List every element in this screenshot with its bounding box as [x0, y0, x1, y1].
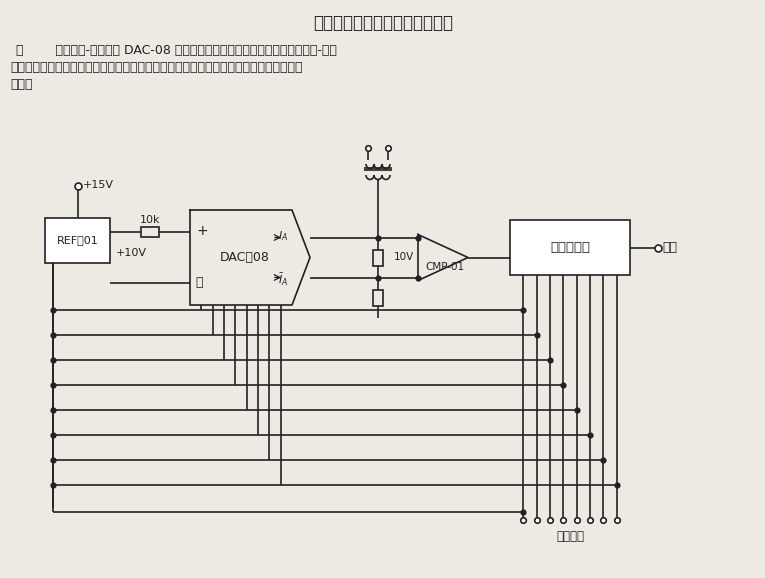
- Text: $\bar{I}_A$: $\bar{I}_A$: [278, 272, 288, 287]
- Text: 出来。: 出来。: [10, 78, 32, 91]
- Text: 换器，但这里输入的是交流电压，可检测和发现电网电压脱落或降落，并用输出数字显示: 换器，但这里输入的是交流电压，可检测和发现电网电压脱落或降落，并用输出数字显示: [10, 61, 302, 74]
- Text: 10V: 10V: [394, 253, 414, 262]
- Text: 图        电路中数-模转换器 DAC-08 输出端接直流输入电压则构成一个典型的模-数转: 图 电路中数-模转换器 DAC-08 输出端接直流输入电压则构成一个典型的模-数…: [16, 44, 337, 57]
- Text: 数字输出: 数字输出: [556, 530, 584, 543]
- Text: +15V: +15V: [83, 180, 113, 190]
- Text: +: +: [197, 224, 209, 238]
- Bar: [373, 250, 383, 265]
- Bar: [141, 227, 159, 237]
- Text: 10k: 10k: [140, 215, 160, 225]
- Text: 能发现电网电压故障的指示电路: 能发现电网电压故障的指示电路: [313, 14, 453, 32]
- Text: +10V: +10V: [116, 247, 147, 258]
- Text: CMP-01: CMP-01: [425, 262, 464, 272]
- Text: $I_A$: $I_A$: [278, 229, 288, 243]
- Text: DAC－08: DAC－08: [220, 251, 270, 264]
- Text: REF－01: REF－01: [57, 235, 99, 246]
- Bar: [373, 290, 383, 306]
- Text: －: －: [195, 276, 203, 290]
- Text: 同步: 同步: [662, 241, 677, 254]
- Text: 可逆计数器: 可逆计数器: [550, 241, 590, 254]
- Bar: [45, 218, 110, 263]
- Bar: [510, 220, 630, 275]
